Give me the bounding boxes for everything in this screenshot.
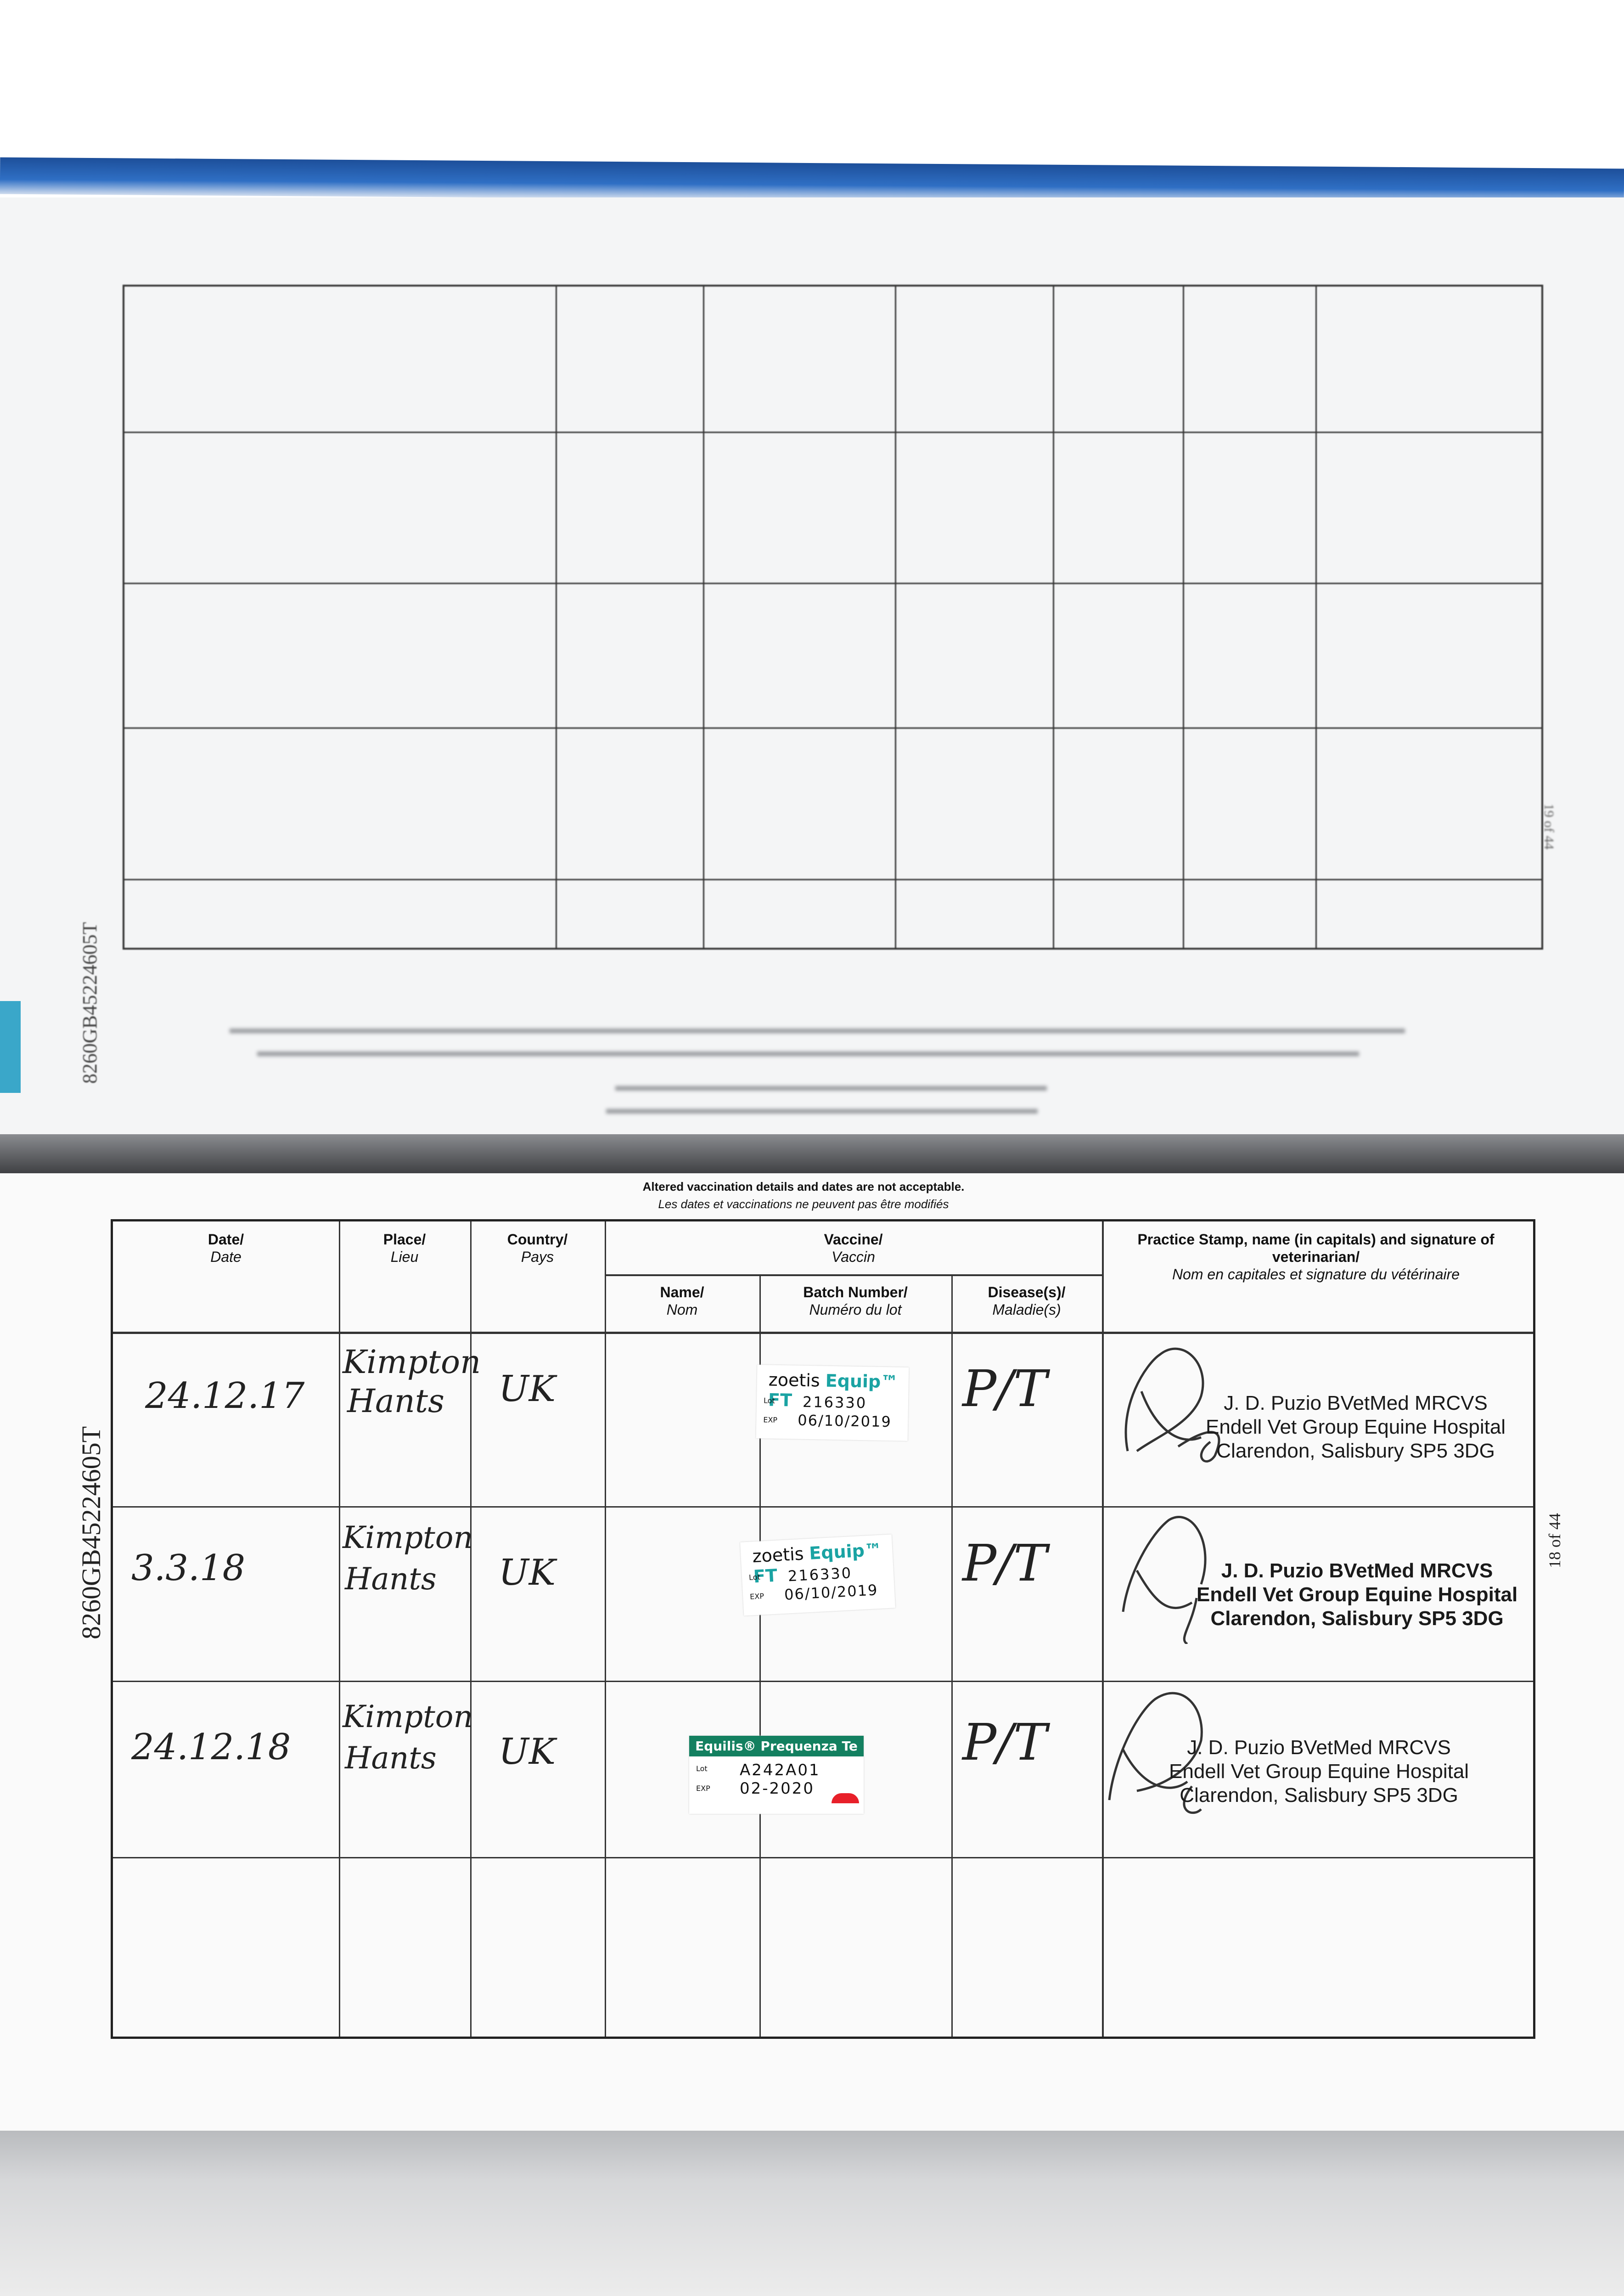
header-country: Country/Pays bbox=[507, 1231, 568, 1265]
row1-date: 24.12.17 bbox=[145, 1375, 305, 1417]
header-stamp: Practice Stamp, name (in capitals) and s… bbox=[1137, 1231, 1495, 1283]
upper-page: 8260GB45224605T 19 of 44 bbox=[0, 197, 1624, 1143]
row1-vaccine-sticker: zoetis Equip™ FT Lot 216330 EXP 06/10/20… bbox=[756, 1365, 909, 1441]
row1-stamp: J. D. Puzio BVetMed MRCVS Endell Vet Grou… bbox=[1206, 1392, 1506, 1462]
header-vaccine: Vaccine/Vaccin bbox=[824, 1231, 883, 1265]
blurred-text bbox=[615, 1086, 1047, 1091]
lower-page: Altered vaccination details and dates ar… bbox=[0, 1173, 1624, 2133]
row2-country: UK bbox=[499, 1552, 556, 1593]
upper-table bbox=[123, 285, 1543, 950]
row3-stamp: J. D. Puzio BVetMed MRCVS Endell Vet Grou… bbox=[1169, 1736, 1469, 1806]
notice-en: Altered vaccination details and dates ar… bbox=[642, 1180, 965, 1193]
row1-place: Kimpton bbox=[343, 1343, 481, 1381]
header-batch: Batch Number/Numéro du lot bbox=[803, 1284, 908, 1318]
row2-place: Kimpton bbox=[343, 1520, 473, 1555]
scanner-background bbox=[0, 2131, 1624, 2296]
upper-page-number: 19 of 44 bbox=[1541, 804, 1557, 850]
row2-stamp: J. D. Puzio BVetMed MRCVS Endell Vet Grou… bbox=[1197, 1559, 1518, 1630]
book-spine bbox=[0, 1134, 1624, 1176]
page-tab bbox=[0, 1001, 21, 1093]
passport-id: 8260GB45224605T bbox=[76, 1426, 106, 1639]
row3-disease: P/T bbox=[962, 1713, 1047, 1772]
header-date: Date/Date bbox=[208, 1231, 244, 1265]
row2-signature bbox=[1122, 1516, 1207, 1644]
row1-place-county: Hants bbox=[347, 1382, 444, 1420]
page-number: 18 of 44 bbox=[1545, 1513, 1564, 1568]
row2-date: 3.3.18 bbox=[131, 1548, 246, 1589]
row2-disease: P/T bbox=[962, 1534, 1047, 1593]
notice: Altered vaccination details and dates ar… bbox=[459, 1178, 1148, 1213]
header-name: Name/Nom bbox=[660, 1284, 704, 1318]
vaccination-table: Date/Date Place/Lieu Country/Pays Vaccin… bbox=[111, 1219, 1535, 2039]
equilis-logo-mark bbox=[832, 1793, 859, 1803]
blurred-text bbox=[606, 1109, 1038, 1114]
header-place: Place/Lieu bbox=[383, 1231, 426, 1265]
row3-place-county: Hants bbox=[345, 1740, 437, 1776]
row2-place-county: Hants bbox=[345, 1561, 437, 1597]
upper-passport-id: 8260GB45224605T bbox=[79, 922, 101, 1084]
row1-signature bbox=[1124, 1347, 1220, 1463]
row3-vaccine-sticker: Equilis® Prequenza Te Lot A242A01 EXP 02… bbox=[689, 1736, 864, 1814]
row1-country: UK bbox=[499, 1368, 556, 1410]
notice-fr: Les dates et vaccinations ne peuvent pas… bbox=[658, 1197, 949, 1211]
row3-country: UK bbox=[499, 1731, 556, 1773]
blurred-text bbox=[257, 1052, 1359, 1056]
blurred-text bbox=[230, 1029, 1405, 1033]
row3-signature bbox=[1108, 1692, 1203, 1814]
header-disease: Disease(s)/Maladie(s) bbox=[988, 1284, 1066, 1318]
row2-vaccine-sticker: zoetis Equip™ FT Lot 216330 EXP 06/10/20… bbox=[740, 1534, 895, 1616]
row3-date: 24.12.18 bbox=[131, 1727, 291, 1768]
row3-place: Kimpton bbox=[343, 1699, 473, 1734]
row1-disease: P/T bbox=[962, 1359, 1047, 1418]
